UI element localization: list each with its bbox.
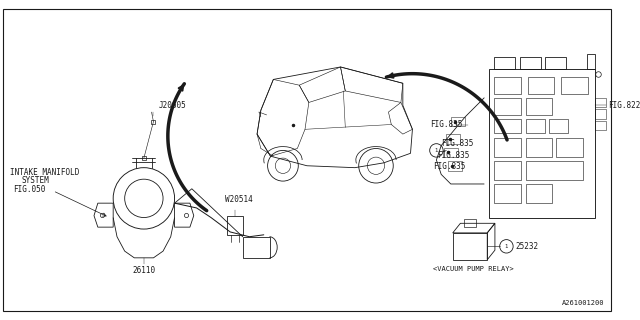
Bar: [561, 76, 588, 94]
Bar: [494, 76, 521, 94]
Bar: [525, 138, 552, 157]
Bar: [527, 76, 554, 94]
Text: <VACUUM PUMP RELAY>: <VACUUM PUMP RELAY>: [433, 266, 514, 271]
Bar: [545, 57, 566, 69]
Bar: [451, 117, 465, 126]
Text: 26110: 26110: [132, 266, 156, 275]
Text: SYSTEM: SYSTEM: [21, 176, 49, 185]
Text: 1: 1: [505, 244, 508, 249]
Bar: [520, 57, 541, 69]
Text: FIG.835: FIG.835: [429, 120, 462, 129]
Bar: [227, 216, 243, 235]
Text: FIG.822: FIG.822: [608, 101, 640, 110]
Text: FIG.835: FIG.835: [433, 162, 466, 171]
Bar: [595, 121, 606, 130]
Bar: [464, 220, 476, 227]
Bar: [525, 119, 545, 133]
Text: 25232: 25232: [515, 242, 538, 251]
Bar: [494, 119, 521, 133]
Bar: [525, 98, 552, 115]
Bar: [525, 184, 552, 203]
Bar: [494, 184, 521, 203]
Bar: [587, 54, 595, 69]
Bar: [444, 148, 458, 157]
Bar: [446, 134, 460, 144]
Bar: [448, 161, 462, 171]
Text: 1: 1: [435, 148, 438, 153]
Text: FIG.835: FIG.835: [437, 151, 470, 160]
Bar: [595, 98, 606, 107]
Bar: [494, 57, 515, 69]
Bar: [548, 119, 568, 133]
Text: FIG.835: FIG.835: [441, 139, 474, 148]
Bar: [525, 161, 583, 180]
Bar: [489, 69, 595, 218]
Text: J20605: J20605: [158, 101, 186, 110]
Text: FIG.050: FIG.050: [13, 185, 46, 194]
Bar: [556, 138, 583, 157]
Text: W20514: W20514: [225, 195, 253, 204]
Text: INTAKE MANIFOLD: INTAKE MANIFOLD: [10, 168, 79, 177]
Bar: [494, 161, 521, 180]
Bar: [452, 233, 487, 260]
Bar: [243, 237, 269, 258]
Text: A261001200: A261001200: [562, 300, 604, 306]
Bar: [494, 138, 521, 157]
Bar: [595, 109, 606, 119]
Bar: [494, 98, 521, 115]
